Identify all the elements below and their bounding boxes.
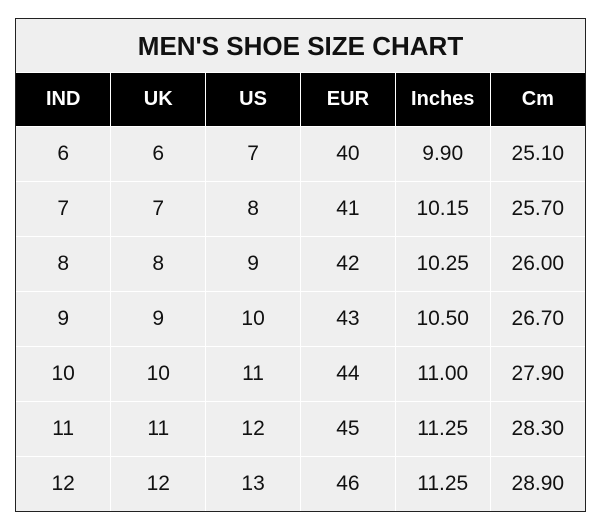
- table-cell: 45: [300, 401, 396, 457]
- table-cell: 10: [205, 291, 301, 347]
- size-chart: MEN'S SHOE SIZE CHART IND UK US EUR Inches Cm…: [15, 18, 586, 512]
- table-cell: 7: [205, 126, 301, 182]
- table-cell: 10.25: [395, 236, 491, 292]
- table-cell: 11.00: [395, 346, 491, 402]
- table-cell: 40: [300, 126, 396, 182]
- table-cell: 7: [110, 181, 207, 237]
- table-cell: 25.70: [490, 181, 585, 237]
- table-cell: 28.30: [490, 401, 585, 457]
- table-cell: 13: [205, 456, 301, 511]
- table-cell: 11: [110, 401, 207, 457]
- column-header-us: US: [205, 73, 301, 127]
- column-header-ind: IND: [16, 73, 112, 127]
- table-row: 12 12 13 46 11.25 28.90: [16, 456, 585, 511]
- header-row: IND UK US EUR Inches Cm: [16, 73, 585, 127]
- table-cell: 9: [205, 236, 301, 292]
- table-cell: 10.15: [395, 181, 491, 237]
- table-row: 8 8 9 42 10.25 26.00: [16, 236, 585, 292]
- table-cell: 26.00: [490, 236, 585, 292]
- table-cell: 25.10: [490, 126, 585, 182]
- table-cell: 12: [16, 456, 112, 511]
- chart-title: MEN'S SHOE SIZE CHART: [16, 19, 585, 73]
- table-row: 10 10 11 44 11.00 27.90: [16, 346, 585, 402]
- table-cell: 44: [300, 346, 396, 402]
- table-cell: 9.90: [395, 126, 491, 182]
- table-cell: 27.90: [490, 346, 585, 402]
- table-row: 6 6 7 40 9.90 25.10: [16, 126, 585, 182]
- table-cell: 8: [205, 181, 301, 237]
- table-cell: 8: [16, 236, 112, 292]
- table-cell: 41: [300, 181, 396, 237]
- column-header-cm: Cm: [490, 73, 585, 127]
- table-row: 9 9 10 43 10.50 26.70: [16, 291, 585, 347]
- table-cell: 10.50: [395, 291, 491, 347]
- table-cell: 12: [205, 401, 301, 457]
- table-cell: 10: [16, 346, 112, 402]
- table-cell: 6: [16, 126, 112, 182]
- table-cell: 11.25: [395, 401, 491, 457]
- column-header-eur: EUR: [300, 73, 396, 127]
- table-cell: 46: [300, 456, 396, 511]
- table-cell: 11.25: [395, 456, 491, 511]
- table-cell: 9: [110, 291, 207, 347]
- table-cell: 12: [110, 456, 207, 511]
- table-cell: 28.90: [490, 456, 585, 511]
- table-row: 11 11 12 45 11.25 28.30: [16, 401, 585, 457]
- table-cell: 42: [300, 236, 396, 292]
- column-header-uk: UK: [110, 73, 207, 127]
- table-cell: 11: [16, 401, 112, 457]
- column-header-inches: Inches: [395, 73, 491, 127]
- table-cell: 8: [110, 236, 207, 292]
- table-cell: 11: [205, 346, 301, 402]
- table-cell: 43: [300, 291, 396, 347]
- table-cell: 10: [110, 346, 207, 402]
- table-cell: 7: [16, 181, 112, 237]
- table-cell: 26.70: [490, 291, 585, 347]
- table-cell: 9: [16, 291, 112, 347]
- table-cell: 6: [110, 126, 207, 182]
- table-row: 7 7 8 41 10.15 25.70: [16, 181, 585, 237]
- size-table: IND UK US EUR Inches Cm 6 6 7 40 9.90 25.10 7 7 8 41 10…: [16, 73, 585, 511]
